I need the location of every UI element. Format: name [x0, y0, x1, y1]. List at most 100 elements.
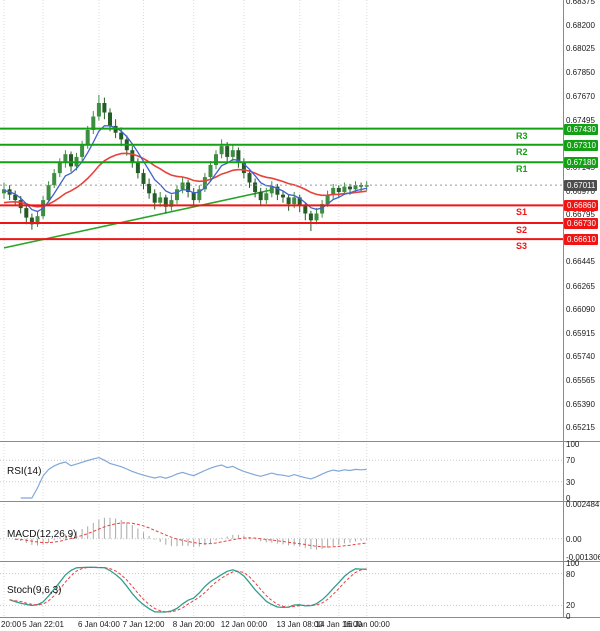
time-axis-label: 16 Jan 00:00: [343, 620, 390, 629]
time-axis-label: 5 Jan 22:01: [22, 620, 64, 629]
candle-body: [163, 197, 168, 207]
price-axis-tick: 0.65740: [566, 352, 595, 362]
candle-body: [85, 130, 90, 145]
price-axis-tick: 0.66970: [566, 186, 595, 196]
candle-body: [35, 216, 40, 225]
stoch-axis-tick: 100: [566, 559, 580, 568]
time-axis-label: 12 Jan 00:00: [220, 620, 268, 629]
macd-axis-tick: -0.001306: [566, 553, 600, 562]
candle-body: [96, 103, 101, 117]
support-label-s3: S3: [516, 241, 528, 252]
time-axis-label: 8 Jan 20:00: [172, 620, 215, 629]
candle-body: [13, 194, 18, 201]
rsi-panel-label: RSI(14): [7, 466, 42, 477]
rsi-axis-tick: 100: [566, 440, 580, 449]
stoch-axis-tick: 80: [566, 569, 575, 579]
support-label-s2: S2: [516, 225, 528, 235]
candle-body: [281, 194, 285, 198]
candle-body: [169, 200, 174, 207]
candle-body: [308, 213, 313, 221]
candle-body: [158, 197, 163, 203]
price-axis-tick: 0.67495: [566, 115, 595, 125]
stoch-panel-label: Stoch(9,6,3): [7, 585, 62, 596]
candle-body: [225, 146, 230, 157]
support-price-box: 0.66860: [564, 200, 598, 212]
candle-body: [297, 197, 302, 206]
support-price-box: 0.66730: [564, 218, 598, 229]
resistance-label-r1: R1: [516, 164, 528, 175]
price-axis-tick: 0.65565: [566, 376, 595, 385]
candle-body: [219, 146, 224, 155]
rsi-axis-tick: 30: [566, 477, 575, 487]
price-axis-tick: 0.66090: [566, 305, 595, 315]
time-axis-label: 20:00: [1, 620, 22, 629]
candle-body: [69, 154, 73, 167]
fast-ma-line: [3, 125, 367, 213]
slow-ma-line: [3, 152, 367, 208]
candle-body: [29, 217, 34, 225]
price-axis-tick: 0.65215: [566, 423, 595, 433]
candle-body: [186, 182, 191, 192]
candle-body: [359, 185, 364, 187]
candle-body: [286, 197, 291, 205]
resistance-price-box: 0.67180: [564, 157, 598, 169]
candle-body: [152, 193, 157, 203]
support-label-s1: S1: [516, 207, 528, 218]
price-axis-tick: 0.67670: [566, 92, 595, 102]
resistance-price-box: 0.67430: [564, 123, 598, 135]
candle-body: [108, 112, 112, 126]
candle-body: [135, 162, 140, 174]
stoch-axis-tick: 0: [566, 612, 571, 621]
candle-body: [214, 154, 218, 165]
candle-body: [264, 193, 269, 201]
candle-body: [191, 192, 196, 201]
resistance-label-r2: R2: [516, 146, 528, 157]
candle-body: [130, 150, 135, 163]
candle-body: [46, 185, 51, 201]
candle-body: [275, 186, 280, 195]
candle-body: [258, 192, 263, 201]
candle-body: [230, 150, 235, 157]
rsi-axis-tick: 70: [566, 456, 575, 466]
candle-body: [269, 186, 274, 194]
candle-body: [102, 103, 107, 113]
candle-body: [241, 162, 246, 174]
price-axis-tick: 0.68025: [566, 44, 595, 54]
resistance-price-box: 0.67310: [564, 139, 598, 151]
candle-body: [91, 116, 96, 130]
candle-body: [314, 213, 319, 221]
macd-axis-tick: 0.002484: [566, 500, 600, 509]
candle-body: [364, 185, 369, 187]
stoch-k-line: [9, 566, 367, 613]
candle-body: [2, 189, 6, 194]
candle-body: [80, 144, 85, 157]
candle-body: [325, 194, 330, 205]
candle-body: [236, 150, 241, 163]
candle-body: [175, 189, 179, 201]
support-price-box: 0.66610: [564, 234, 598, 246]
candle-body: [208, 165, 213, 178]
candle-body: [202, 177, 207, 190]
macd-signal-line: [15, 522, 367, 548]
time-axis-label: 14 Jan 16:00: [315, 620, 362, 629]
candle-body: [331, 187, 336, 195]
price-axis-tick: 0.65390: [566, 399, 595, 409]
price-axis-tick: 0.66445: [566, 257, 595, 267]
candle-body: [52, 173, 57, 186]
candle-body: [180, 182, 185, 190]
price-axis-tick: 0.65915: [566, 328, 595, 338]
candle-body: [342, 186, 347, 192]
candle-body: [320, 204, 325, 214]
resistance-label-r3: R3: [516, 130, 528, 141]
stoch-d-line: [9, 566, 367, 613]
candle-body: [24, 208, 29, 218]
price-axis-tick: 0.66795: [566, 210, 595, 220]
candle-body: [57, 162, 62, 174]
candle-body: [253, 182, 258, 192]
candle-body: [336, 187, 341, 192]
price-axis-tick: 0.67850: [566, 68, 595, 77]
candle-body: [247, 173, 252, 183]
price-axis-tick: 0.66265: [566, 281, 595, 291]
